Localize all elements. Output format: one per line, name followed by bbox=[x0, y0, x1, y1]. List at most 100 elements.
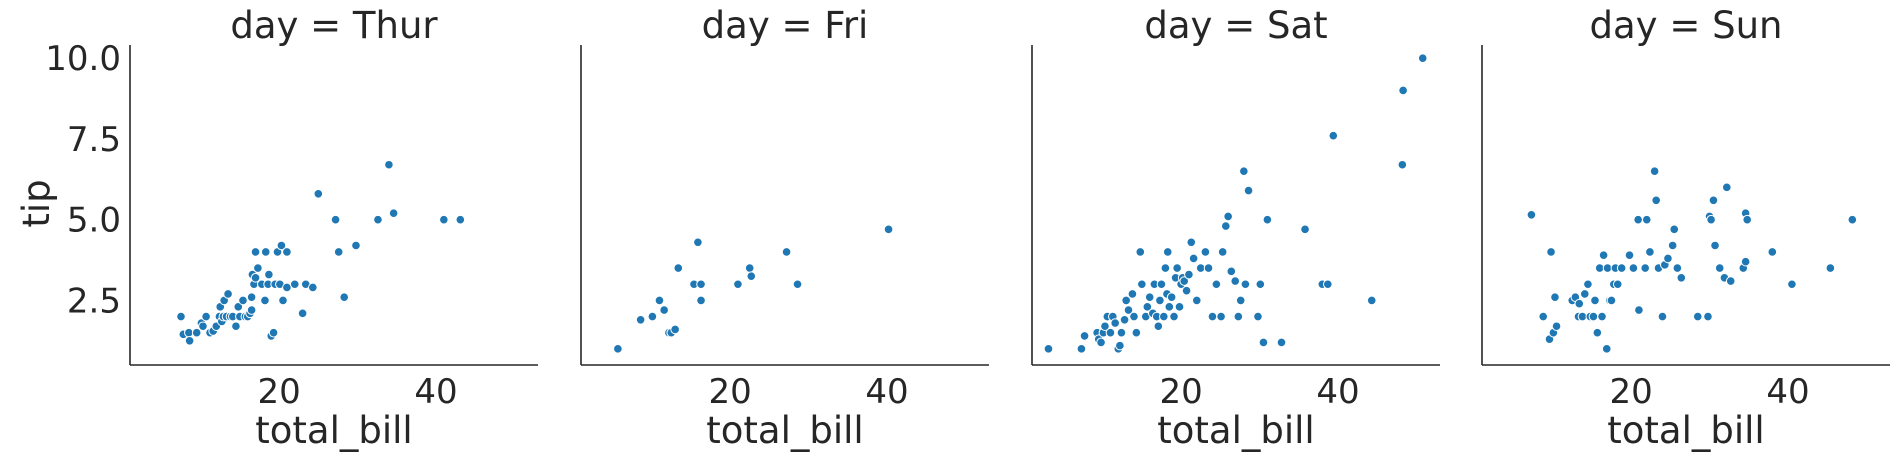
data-point bbox=[1740, 256, 1751, 267]
data-point bbox=[1692, 311, 1703, 322]
data-point bbox=[1612, 279, 1623, 290]
data-point bbox=[1129, 311, 1139, 322]
x-tick-label: 40 bbox=[1316, 372, 1359, 412]
data-point bbox=[264, 269, 274, 280]
facet-panel: day = Thur 20 40 2.5 5.0 7.5 10.0 total_bill bbox=[45, 4, 538, 452]
data-point bbox=[792, 279, 803, 290]
data-point bbox=[1722, 182, 1732, 193]
data-point bbox=[733, 279, 743, 290]
data-point bbox=[1276, 337, 1287, 348]
data-point bbox=[1262, 214, 1273, 225]
data-point bbox=[1551, 321, 1562, 332]
data-point bbox=[1602, 263, 1613, 273]
data-point bbox=[439, 214, 449, 225]
data-point bbox=[1164, 302, 1175, 312]
data-point bbox=[1137, 279, 1147, 290]
data-point bbox=[670, 324, 680, 335]
data-point bbox=[1417, 53, 1428, 63]
data-point bbox=[1597, 311, 1607, 322]
data-point bbox=[1634, 305, 1644, 315]
data-point bbox=[693, 237, 703, 248]
x-tick-label: 20 bbox=[708, 372, 751, 412]
facet-title: day = Fri bbox=[702, 4, 869, 47]
data-point bbox=[276, 240, 287, 251]
data-point bbox=[635, 314, 646, 325]
data-point bbox=[1624, 250, 1635, 260]
y-axis-label: tip bbox=[15, 179, 58, 227]
data-point bbox=[1207, 311, 1218, 322]
data-point bbox=[1159, 311, 1169, 322]
data-point bbox=[1127, 289, 1138, 299]
data-point bbox=[1725, 276, 1736, 286]
data-point bbox=[260, 247, 271, 257]
data-point bbox=[1217, 247, 1228, 257]
data-point bbox=[1300, 224, 1310, 235]
data-point bbox=[1160, 263, 1171, 273]
data-point bbox=[1645, 247, 1655, 257]
data-point bbox=[654, 295, 665, 306]
x-tick-label: 40 bbox=[414, 372, 457, 412]
data-point bbox=[313, 189, 324, 199]
data-point bbox=[1156, 279, 1167, 290]
data-point bbox=[201, 311, 211, 322]
data-point bbox=[1606, 295, 1617, 306]
data-point bbox=[1116, 327, 1127, 338]
data-point bbox=[696, 295, 706, 306]
data-point bbox=[1110, 318, 1120, 328]
data-point bbox=[1550, 292, 1560, 302]
data-point bbox=[1119, 314, 1130, 325]
data-point bbox=[1825, 263, 1836, 273]
data-point bbox=[1172, 263, 1182, 273]
data-point bbox=[1191, 295, 1202, 306]
data-point bbox=[184, 327, 194, 338]
data-point bbox=[1649, 166, 1660, 176]
data-point bbox=[1221, 221, 1231, 231]
x-axis-label: total_bill bbox=[706, 409, 863, 452]
facet-title: day = Sun bbox=[1590, 4, 1783, 47]
data-point bbox=[198, 321, 208, 332]
data-point bbox=[351, 240, 361, 251]
data-point bbox=[1200, 247, 1211, 257]
data-point bbox=[1144, 292, 1155, 302]
data-point bbox=[1123, 305, 1134, 315]
data-point bbox=[1162, 247, 1173, 257]
data-point bbox=[1579, 289, 1590, 299]
data-point bbox=[231, 321, 241, 332]
data-point bbox=[1226, 266, 1237, 277]
data-point bbox=[1583, 279, 1593, 290]
data-point bbox=[696, 279, 706, 290]
data-point bbox=[1188, 253, 1199, 264]
data-point bbox=[1847, 214, 1858, 225]
data-point bbox=[1155, 295, 1165, 306]
data-point bbox=[781, 247, 792, 257]
x-tick-label: 20 bbox=[1609, 372, 1652, 412]
data-point bbox=[1398, 85, 1408, 96]
data-point bbox=[1601, 344, 1612, 354]
data-point bbox=[1181, 285, 1192, 296]
data-point bbox=[1526, 210, 1537, 220]
data-point bbox=[384, 159, 394, 170]
x-tick-label: 20 bbox=[257, 372, 300, 412]
y-tick-label: 2.5 bbox=[67, 281, 121, 321]
data-point bbox=[250, 247, 261, 257]
data-point bbox=[1742, 214, 1752, 225]
data-point bbox=[1105, 327, 1116, 338]
data-point bbox=[744, 263, 755, 273]
data-point bbox=[1233, 311, 1244, 322]
data-point bbox=[1235, 295, 1246, 306]
data-point bbox=[1706, 214, 1716, 225]
data-point bbox=[1203, 263, 1214, 273]
x-axis-label: total_bill bbox=[255, 409, 412, 452]
data-point bbox=[1142, 302, 1153, 312]
data-point bbox=[1079, 331, 1090, 341]
data-point bbox=[1230, 276, 1241, 286]
data-point bbox=[1243, 185, 1254, 196]
x-tick-label: 40 bbox=[865, 372, 908, 412]
data-point bbox=[282, 247, 292, 257]
data-point bbox=[455, 214, 466, 225]
data-point bbox=[253, 263, 263, 273]
data-point bbox=[278, 295, 288, 306]
data-point bbox=[1397, 159, 1408, 170]
data-point bbox=[1135, 247, 1146, 257]
data-point bbox=[1186, 237, 1197, 248]
